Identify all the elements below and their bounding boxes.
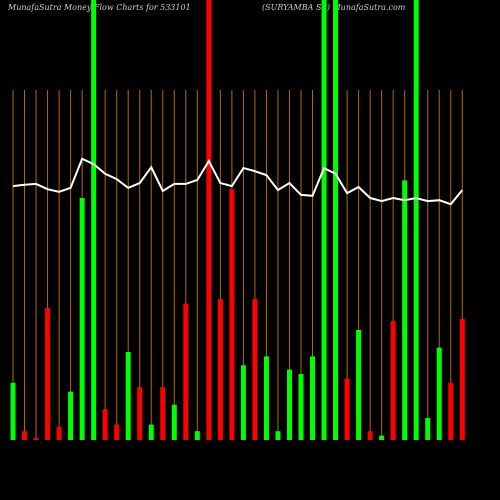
bar [171, 404, 177, 440]
bar [102, 409, 108, 440]
bar [275, 431, 281, 440]
bar [33, 437, 39, 440]
bar [286, 369, 292, 440]
bar [310, 356, 316, 440]
bar [148, 424, 154, 440]
bar [425, 418, 431, 440]
money-flow-line [12, 157, 464, 206]
bar [263, 356, 269, 440]
bar [56, 426, 62, 440]
bar [160, 387, 166, 440]
bar [356, 330, 362, 440]
bar [217, 299, 223, 440]
bar [413, 0, 419, 440]
bar [448, 382, 454, 440]
bar [298, 374, 304, 440]
bar [229, 189, 235, 440]
bar [68, 391, 74, 440]
bar [194, 431, 200, 440]
bar [183, 303, 189, 440]
bar [79, 198, 85, 440]
bar [22, 431, 28, 440]
bar [379, 435, 385, 440]
bar [125, 352, 131, 440]
bar [114, 424, 120, 440]
bar [252, 299, 258, 440]
bar [333, 0, 339, 440]
bar [344, 378, 350, 440]
bar [91, 0, 97, 440]
bar [45, 308, 51, 440]
chart-title: MunafaSutra Money Flow Charts for 533101 [7, 3, 191, 12]
bar [402, 180, 408, 440]
bar [206, 0, 212, 440]
bar [367, 431, 373, 440]
bar [240, 365, 246, 440]
bar [436, 347, 442, 440]
bar [321, 0, 327, 440]
bar [390, 321, 396, 440]
bar [137, 387, 143, 440]
bar [10, 382, 16, 440]
bar [459, 319, 465, 440]
